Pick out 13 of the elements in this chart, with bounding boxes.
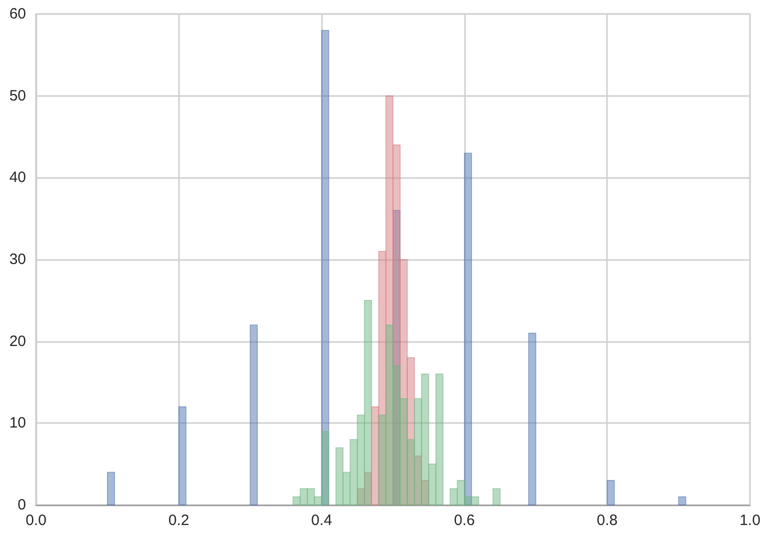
y-tick-label: 50 [9,87,26,104]
x-tick-label: 1.0 [740,512,760,529]
y-tick-label: 10 [9,414,26,432]
x-tick-label: 0.0 [26,512,46,529]
y-tick-label: 30 [9,251,26,268]
y-tick-label: 0 [18,496,26,514]
x-tick-label: 0.4 [311,512,332,529]
y-tick-label: 20 [9,332,26,350]
x-tick-label: 0.6 [454,512,475,529]
y-tick-label: 60 [9,6,26,22]
y-tick-label: 40 [9,169,26,186]
x-tick-label: 0.2 [168,512,190,529]
x-tick-label: 0.8 [596,512,618,529]
